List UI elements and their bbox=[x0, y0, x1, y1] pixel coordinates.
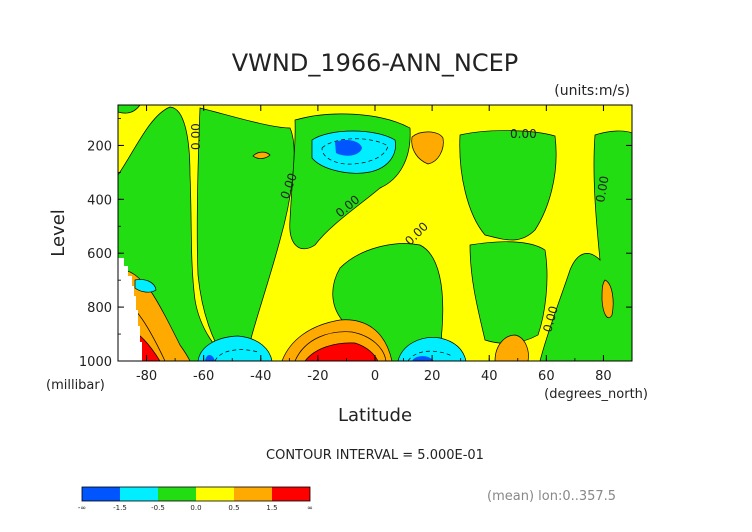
x-units-label: (degrees_north) bbox=[544, 387, 648, 402]
legend-label: 0.0 bbox=[190, 504, 201, 512]
legend-swatch bbox=[120, 487, 158, 501]
legend-label: -1.5 bbox=[113, 504, 127, 512]
x-tick-label: 20 bbox=[424, 369, 441, 384]
legend-label: -∞ bbox=[78, 504, 86, 512]
contour-label: 0.00 bbox=[189, 123, 203, 150]
x-tick-label: -80 bbox=[136, 369, 157, 384]
legend-swatch bbox=[272, 487, 310, 501]
y-tick-label: 1000 bbox=[79, 355, 112, 370]
contour-interval-text: CONTOUR INTERVAL = 5.000E-01 bbox=[266, 448, 484, 463]
legend-swatch bbox=[158, 487, 196, 501]
y-tick-label: 600 bbox=[87, 247, 112, 262]
y-tick-label: 400 bbox=[87, 193, 112, 208]
footer-text: (mean) lon:0..357.5 bbox=[487, 489, 616, 504]
units-label: (units:m/s) bbox=[554, 83, 630, 99]
y-units-label: (millibar) bbox=[46, 378, 105, 393]
legend-label: ∞ bbox=[307, 504, 313, 512]
y-axis-label: Level bbox=[48, 209, 69, 257]
legend-swatch bbox=[234, 487, 272, 501]
colorbar-legend: -∞ -1.5 -0.5 0.0 0.5 1.5 ∞ bbox=[78, 487, 313, 512]
x-tick-label: 40 bbox=[481, 369, 498, 384]
legend-label: 0.5 bbox=[228, 504, 239, 512]
contour-label: 0.00 bbox=[510, 127, 537, 141]
x-tick-label: 0 bbox=[371, 369, 379, 384]
x-tick-label: -60 bbox=[193, 369, 214, 384]
legend-swatch bbox=[82, 487, 120, 501]
x-tick-label: 80 bbox=[595, 369, 612, 384]
x-tick-label: -20 bbox=[307, 369, 328, 384]
legend-label: 1.5 bbox=[266, 504, 277, 512]
x-tick-label: 60 bbox=[538, 369, 555, 384]
legend-label: -0.5 bbox=[151, 504, 165, 512]
y-tick-label: 200 bbox=[87, 139, 112, 154]
x-axis-label: Latitude bbox=[338, 405, 412, 426]
y-tick-label: 800 bbox=[87, 301, 112, 316]
chart-title: VWND_1966-ANN_NCEP bbox=[232, 49, 518, 77]
x-tick-label: -40 bbox=[250, 369, 271, 384]
legend-swatch bbox=[196, 487, 234, 501]
